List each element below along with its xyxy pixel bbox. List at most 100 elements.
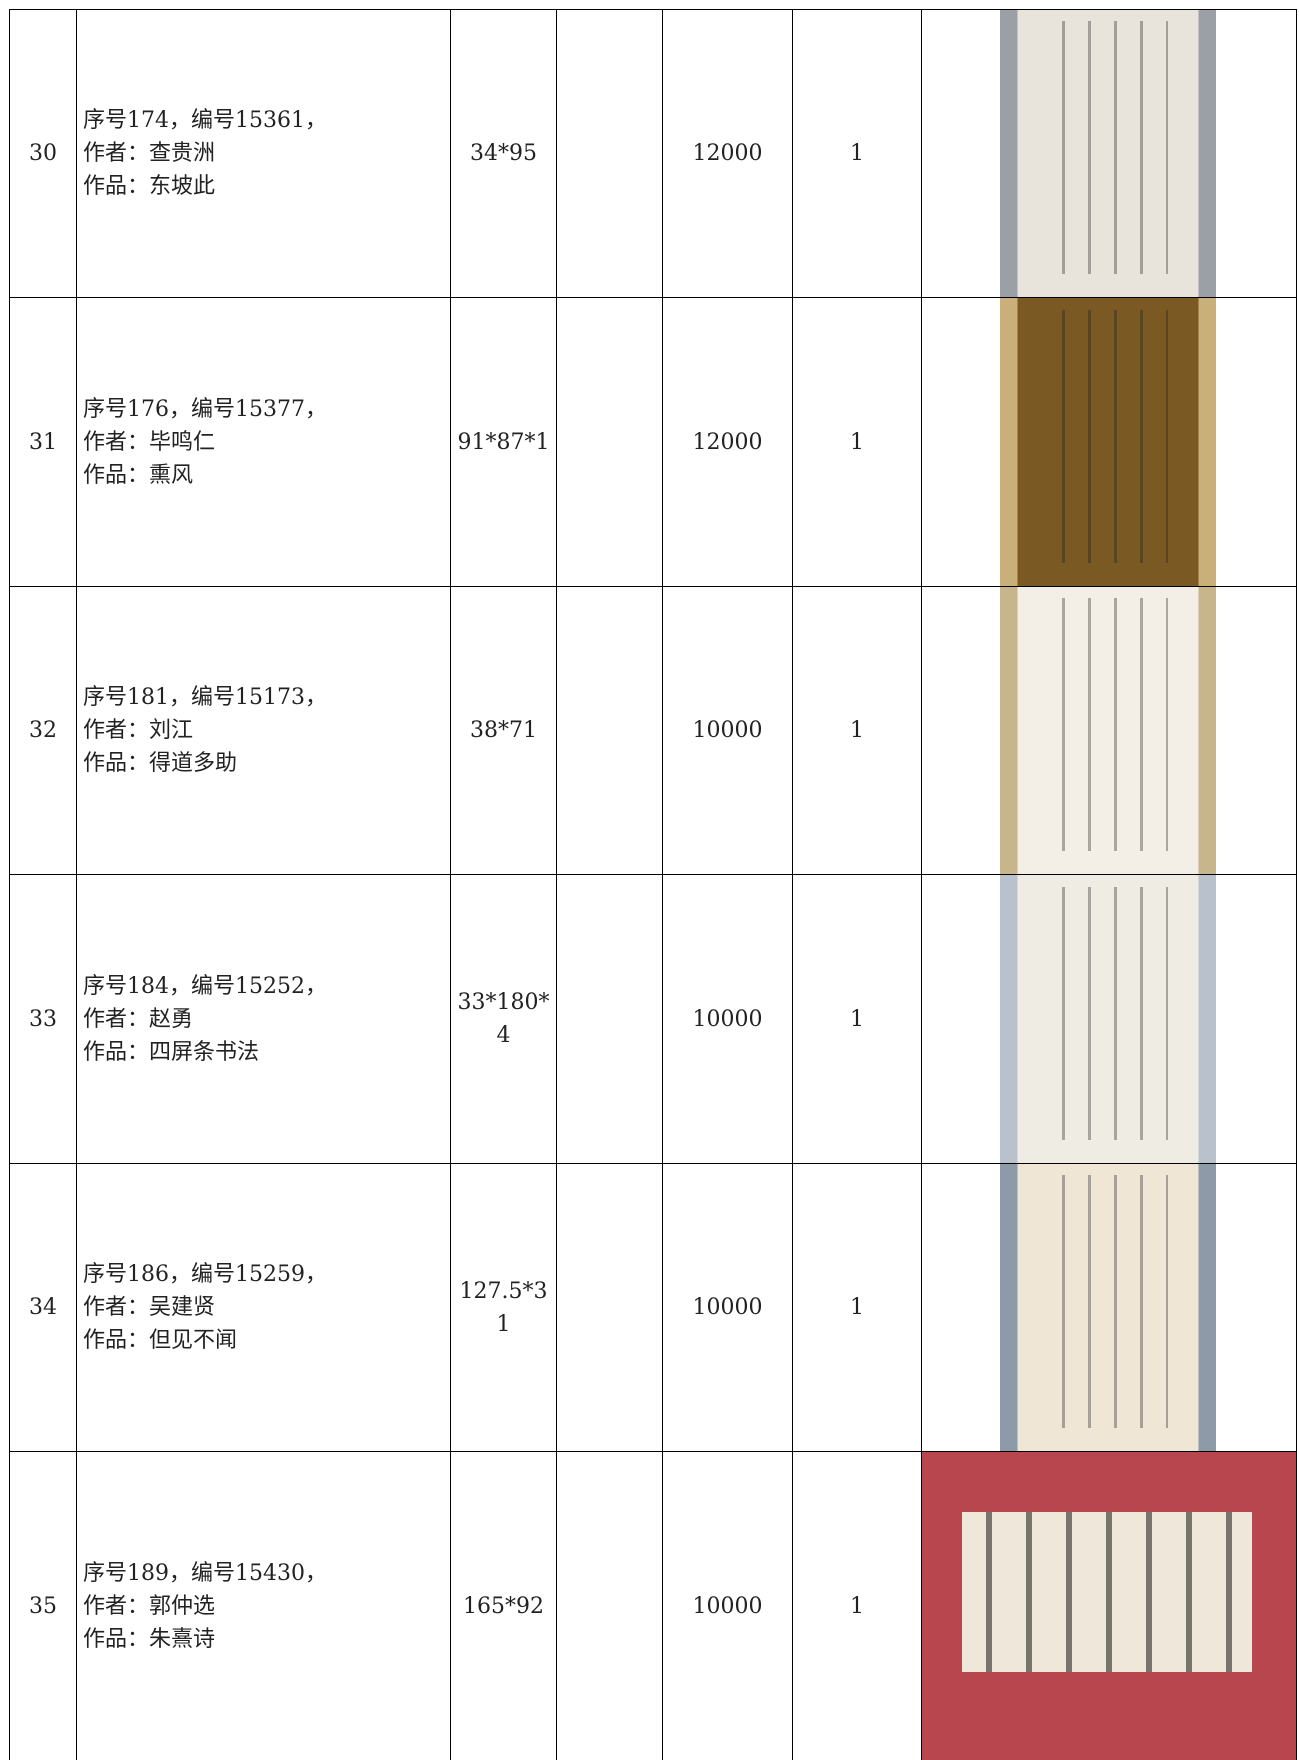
description-cell: 序号184，编号15252， 作者：赵勇作品：四屏条书法 bbox=[76, 874, 450, 1163]
description: 序号186，编号15259， 作者：吴建贤 作品：但见不闻 bbox=[83, 1258, 327, 1357]
row-number: 31 bbox=[29, 429, 57, 455]
size: 165*92 bbox=[463, 1593, 544, 1619]
artwork-photo bbox=[1000, 1164, 1216, 1451]
quantity: 1 bbox=[850, 429, 864, 455]
row-number: 35 bbox=[29, 1593, 57, 1619]
size: 91*87*1 bbox=[457, 429, 550, 455]
row-number-cell: 30 bbox=[9, 9, 76, 297]
description: 序号184，编号15252， 作者：赵勇作品：四屏条书法 bbox=[83, 970, 327, 1069]
description-cell: 序号174，编号15361， 作者：查贵洲 作品：东坡此 bbox=[76, 9, 450, 297]
artwork-paper bbox=[1047, 309, 1169, 563]
photo-cell bbox=[921, 9, 1297, 297]
price-cell: 10000 bbox=[662, 1451, 792, 1760]
photo-cell bbox=[921, 1163, 1297, 1451]
size: 38*71 bbox=[470, 718, 537, 743]
row-number-cell: 35 bbox=[9, 1451, 76, 1760]
artwork-photo bbox=[1000, 10, 1216, 297]
photo-cell bbox=[921, 586, 1297, 874]
row-number-cell: 32 bbox=[9, 586, 76, 874]
description-line: 作者：郭仲选 bbox=[83, 1593, 216, 1619]
description: 序号176，编号15377， 作者：毕鸣仁 作品：熏风 bbox=[83, 393, 327, 492]
price: 10000 bbox=[692, 1006, 763, 1032]
empty-cell bbox=[556, 297, 662, 586]
price-cell: 12000 bbox=[662, 9, 792, 297]
artwork-paper bbox=[1047, 598, 1169, 852]
quantity-cell: 1 bbox=[792, 586, 921, 874]
artwork-paper bbox=[962, 1512, 1252, 1672]
price: 10000 bbox=[692, 1295, 763, 1320]
size-cell: 127.5*31 bbox=[450, 1163, 556, 1451]
empty-cell bbox=[556, 874, 662, 1163]
description-line: 序号176，编号15377， bbox=[83, 396, 327, 422]
description-cell: 序号181，编号15173， 作者：刘江作品：得道多助 bbox=[76, 586, 450, 874]
description-line: 作品：得道多助 bbox=[83, 751, 238, 776]
description-line: 作品：朱熹诗 bbox=[83, 1626, 216, 1652]
quantity-cell: 1 bbox=[792, 1451, 921, 1760]
description-line: 序号184，编号15252， bbox=[83, 973, 327, 999]
description-cell: 序号189，编号15430， 作者：郭仲选 作品：朱熹诗 bbox=[76, 1451, 450, 1760]
quantity-cell: 1 bbox=[792, 9, 921, 297]
photo-cell bbox=[921, 297, 1297, 586]
price: 10000 bbox=[692, 1593, 763, 1619]
quantity-cell: 1 bbox=[792, 297, 921, 586]
row-number: 33 bbox=[29, 1006, 57, 1032]
description-line: 序号174，编号15361， bbox=[83, 108, 327, 133]
artwork-paper bbox=[1047, 886, 1169, 1140]
quantity: 1 bbox=[850, 141, 864, 166]
description-cell: 序号176，编号15377， 作者：毕鸣仁 作品：熏风 bbox=[76, 297, 450, 586]
row-number-cell: 34 bbox=[9, 1163, 76, 1451]
size: 34*95 bbox=[470, 141, 537, 166]
photo-cell bbox=[921, 1451, 1297, 1760]
description: 序号174，编号15361， 作者：查贵洲 作品：东坡此 bbox=[83, 104, 327, 203]
description-line: 序号189，编号15430， bbox=[83, 1560, 327, 1586]
artwork-photo bbox=[1000, 875, 1216, 1163]
row-number: 32 bbox=[29, 718, 57, 743]
price-cell: 10000 bbox=[662, 586, 792, 874]
empty-cell bbox=[556, 1163, 662, 1451]
description: 序号189，编号15430， 作者：郭仲选 作品：朱熹诗 bbox=[83, 1557, 327, 1656]
artwork-photo bbox=[1000, 587, 1216, 874]
row-number-cell: 33 bbox=[9, 874, 76, 1163]
size: 127.5*31 bbox=[459, 1278, 548, 1337]
size-cell: 165*92 bbox=[450, 1451, 556, 1760]
price: 12000 bbox=[692, 141, 763, 166]
quantity: 1 bbox=[850, 718, 864, 743]
price-cell: 10000 bbox=[662, 1163, 792, 1451]
description-line: 作者：刘江 bbox=[83, 718, 194, 743]
description-line: 作品：四屏条书法 bbox=[83, 1039, 260, 1065]
description-line: 作者：查贵洲 bbox=[83, 141, 216, 166]
quantity-cell: 1 bbox=[792, 874, 921, 1163]
artwork-paper bbox=[1047, 21, 1169, 275]
description-line: 作者：赵勇 bbox=[83, 1006, 194, 1032]
row-number: 30 bbox=[29, 141, 57, 166]
photo-cell bbox=[921, 874, 1297, 1163]
description-line: 作品：但见不闻 bbox=[83, 1328, 238, 1353]
size-cell: 38*71 bbox=[450, 586, 556, 874]
quantity: 1 bbox=[850, 1006, 864, 1032]
size-cell: 33*180*4 bbox=[450, 874, 556, 1163]
size: 33*180*4 bbox=[457, 990, 550, 1048]
description-line: 作者：毕鸣仁 bbox=[83, 429, 216, 455]
empty-cell bbox=[556, 1451, 662, 1760]
row-number: 34 bbox=[29, 1295, 57, 1320]
artwork-paper bbox=[1047, 1175, 1169, 1429]
price-cell: 12000 bbox=[662, 297, 792, 586]
size-cell: 91*87*1 bbox=[450, 297, 556, 586]
empty-cell bbox=[556, 586, 662, 874]
description-line: 作者：吴建贤 bbox=[83, 1295, 216, 1320]
size-cell: 34*95 bbox=[450, 9, 556, 297]
artwork-photo bbox=[922, 1452, 1296, 1760]
quantity-cell: 1 bbox=[792, 1163, 921, 1451]
description-line: 作品：熏风 bbox=[83, 462, 194, 488]
description: 序号181，编号15173， 作者：刘江作品：得道多助 bbox=[83, 681, 327, 780]
empty-cell bbox=[556, 9, 662, 297]
description-line: 序号181，编号15173， bbox=[83, 685, 327, 710]
quantity: 1 bbox=[850, 1295, 864, 1320]
quantity: 1 bbox=[850, 1593, 864, 1619]
price: 12000 bbox=[692, 429, 763, 455]
price: 10000 bbox=[692, 718, 763, 743]
description-line: 序号186，编号15259， bbox=[83, 1262, 327, 1287]
description-cell: 序号186，编号15259， 作者：吴建贤 作品：但见不闻 bbox=[76, 1163, 450, 1451]
price-cell: 10000 bbox=[662, 874, 792, 1163]
